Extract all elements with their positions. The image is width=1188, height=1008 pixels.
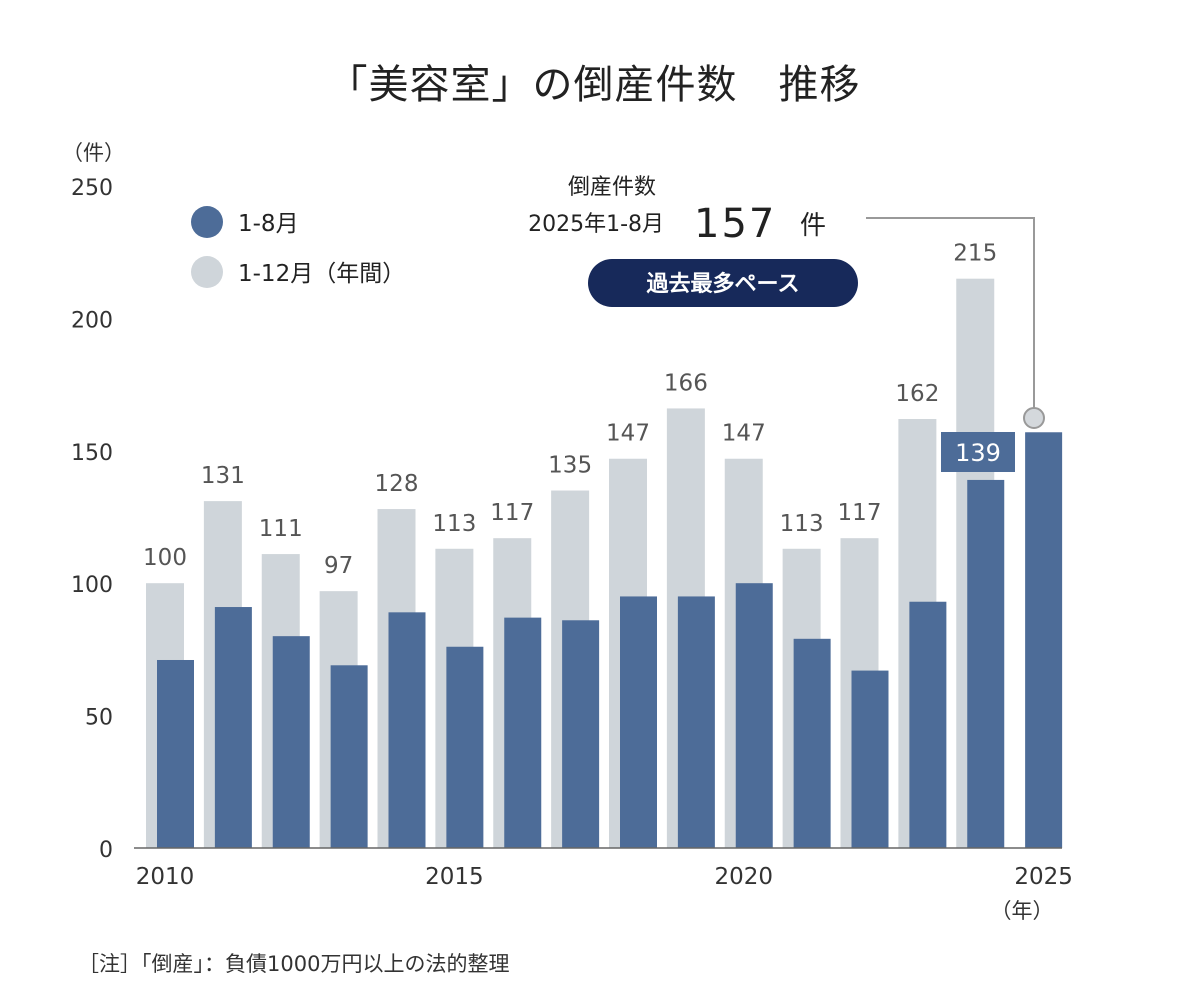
callout: 倒産件数 2025年1-8月 157 件 過去最多ペース [528,175,1045,429]
callout-line1: 倒産件数 [568,175,656,200]
bar-jan-aug-2020 [735,583,773,848]
bar-jan-aug-2012 [272,636,310,848]
bar-jan-aug-2015 [446,646,484,848]
callout-leader-line [866,217,1035,408]
value-label-full-year-2012: 111 [259,516,303,542]
legend-swatch-full-year [191,256,223,288]
legend: 1-8月 1-12月（年間） [191,206,405,288]
bar-jan-aug-2025 [1025,432,1063,848]
callout-line2: 2025年1-8月 [528,212,664,237]
callout-value: 157 [694,201,776,247]
bar-jan-aug-2024 [967,479,1005,848]
x-tick-label: 2025 [1014,864,1073,890]
bar-jan-aug-2019 [677,596,715,848]
value-label-full-year-2010: 100 [143,545,187,571]
value-label-full-year-2017: 135 [548,453,592,479]
callout-unit: 件 [800,211,826,241]
highlight-label-text: 139 [955,439,1001,467]
bar-jan-aug-2016 [504,617,542,848]
legend-label-full-year: 1-12月（年間） [238,261,405,287]
value-label-full-year-2020: 147 [722,421,766,447]
bars [146,278,1063,848]
callout-marker [1023,407,1045,429]
y-tick-label: 250 [71,176,113,201]
callout-badge-text: 過去最多ペース [647,271,800,297]
legend-label-jan-aug: 1-8月 [238,211,299,237]
value-label-full-year-2024: 215 [953,241,997,267]
value-label-full-year-2021: 113 [780,511,824,537]
y-unit-label: （件） [62,141,125,165]
value-label-full-year-2013: 97 [324,553,353,579]
x-unit-label: （年） [991,899,1054,923]
bar-jan-aug-2013 [330,665,368,848]
y-tick-label: 200 [71,308,113,333]
bar-jan-aug-2023 [909,601,947,848]
x-tick-label: 2010 [136,864,195,890]
y-tick-label: 0 [99,838,113,863]
bar-jan-aug-2021 [793,638,831,848]
y-tick-label: 50 [85,706,113,731]
x-tick-label: 2015 [425,864,484,890]
bar-jan-aug-2022 [851,670,889,848]
y-tick-label: 100 [71,573,113,598]
footnote: ［注］「倒産」：負債1000万円以上の法的整理 [78,952,510,976]
bar-jan-aug-2018 [620,596,657,848]
legend-swatch-jan-aug [191,206,223,238]
bar-jan-aug-2011 [214,607,252,848]
value-label-full-year-2011: 131 [201,463,245,489]
value-labels: 100 131 111 97 128 113 117 135 147 166 147 113 117 16… [143,241,997,579]
value-label-full-year-2014: 128 [375,471,419,497]
highlight-label-box [941,432,1015,472]
bar-jan-aug-2014 [388,612,426,848]
bar-jan-aug-2010 [157,659,194,848]
value-label-full-year-2016: 117 [490,500,534,526]
value-label-full-year-2018: 147 [606,421,650,447]
value-label-full-year-2023: 162 [895,381,939,407]
y-tick-label: 150 [71,441,113,466]
x-tick-label: 2020 [714,864,773,890]
x-axis: 2010 2015 2020 2025 [134,847,1073,890]
highlight-label: 139 [941,432,1015,472]
callout-badge [588,259,858,307]
value-label-full-year-2019: 166 [664,370,708,396]
value-label-full-year-2015: 113 [432,511,476,537]
value-label-full-year-2022: 117 [838,500,882,526]
y-axis: 0 50 100 150 200 250 [71,176,113,863]
chart-title: 「美容室」の倒産件数 推移 [327,62,861,108]
bar-jan-aug-2017 [562,620,600,848]
